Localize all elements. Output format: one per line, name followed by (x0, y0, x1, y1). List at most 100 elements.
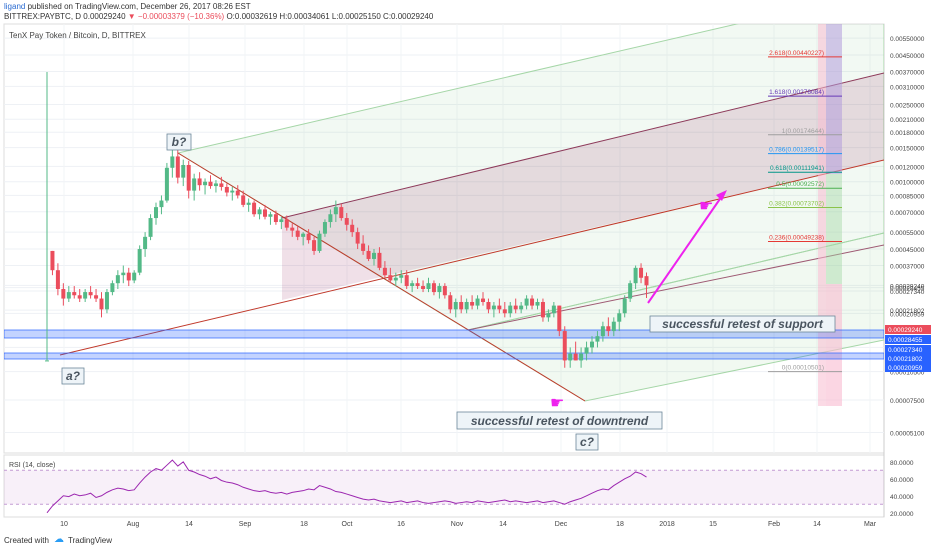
candle[interactable] (470, 295, 475, 310)
candle[interactable] (388, 267, 393, 284)
candle[interactable] (181, 159, 186, 187)
candle[interactable] (317, 230, 322, 253)
candle[interactable] (437, 283, 442, 299)
candle[interactable] (448, 292, 453, 314)
candle[interactable] (361, 235, 366, 255)
candle[interactable] (241, 190, 246, 208)
candle[interactable] (546, 309, 551, 322)
candle[interactable] (137, 245, 142, 276)
candle[interactable] (508, 302, 513, 318)
candle[interactable] (590, 336, 594, 354)
candle[interactable] (404, 270, 409, 290)
candle[interactable] (290, 223, 295, 237)
candle[interactable] (104, 289, 109, 314)
candle[interactable] (235, 185, 240, 199)
candle[interactable] (115, 270, 120, 290)
candle[interactable] (524, 295, 529, 310)
candle[interactable] (61, 283, 66, 306)
candle[interactable] (530, 295, 535, 310)
rsi-pane[interactable] (3, 454, 885, 518)
candle[interactable] (464, 298, 469, 314)
candle[interactable] (393, 272, 398, 287)
candle[interactable] (399, 270, 404, 284)
candle[interactable] (421, 280, 426, 293)
candle[interactable] (617, 309, 622, 332)
time-axis[interactable]: 10 Aug 14 Sep 18 Oct 16 Nov 14 Dec 18 2018 15 Feb 14 Ma… (60, 521, 877, 528)
candle[interactable] (83, 289, 88, 303)
candle[interactable] (562, 326, 567, 368)
candle[interactable] (377, 247, 382, 271)
price-axis[interactable]: 0.00550000 0.00450000 0.00370000 0.00310000… (890, 36, 925, 437)
candle[interactable] (284, 215, 289, 231)
candle[interactable] (579, 347, 584, 368)
candle[interactable] (279, 216, 284, 230)
candle[interactable] (453, 298, 458, 318)
candle[interactable] (573, 341, 578, 361)
candle[interactable] (72, 286, 77, 299)
candle[interactable] (415, 277, 420, 290)
candle[interactable] (213, 180, 218, 193)
candle[interactable] (513, 298, 518, 314)
candle[interactable] (502, 302, 507, 318)
candle[interactable] (257, 207, 262, 220)
chart-canvas[interactable]: 2.618(0.00440227) 1.618(0.00276084) 1(0.00… (0, 0, 932, 530)
author-link[interactable]: ligand (4, 2, 26, 11)
candle[interactable] (551, 302, 556, 318)
candle[interactable] (208, 175, 213, 189)
candle[interactable] (295, 226, 300, 241)
candle[interactable] (426, 277, 431, 293)
candle[interactable] (312, 236, 317, 255)
candle[interactable] (595, 331, 600, 348)
candle[interactable] (622, 295, 627, 318)
candle[interactable] (600, 321, 605, 342)
candle[interactable] (366, 245, 371, 262)
candle[interactable] (355, 227, 360, 250)
candle[interactable] (148, 214, 153, 241)
candle[interactable] (644, 272, 649, 299)
candle[interactable] (192, 173, 197, 201)
candle[interactable] (246, 198, 251, 212)
candle[interactable] (88, 286, 93, 299)
candle[interactable] (382, 261, 387, 278)
tradingview-brand[interactable]: TradingView (68, 536, 113, 545)
candle[interactable] (45, 71, 49, 362)
candle[interactable] (66, 286, 71, 303)
candle[interactable] (431, 280, 436, 296)
candle[interactable] (263, 204, 267, 220)
candle[interactable] (372, 249, 376, 266)
candle[interactable] (230, 186, 235, 201)
candle[interactable] (203, 178, 208, 195)
candle[interactable] (568, 347, 573, 368)
candle[interactable] (497, 298, 502, 314)
candle[interactable] (306, 229, 311, 244)
candle[interactable] (143, 232, 148, 257)
candle[interactable] (301, 232, 306, 246)
candle[interactable] (164, 162, 169, 203)
candle[interactable] (268, 211, 273, 225)
candle[interactable] (606, 317, 611, 337)
candlestick-series[interactable] (45, 71, 649, 368)
candle[interactable] (273, 210, 278, 225)
candle[interactable] (99, 292, 104, 318)
candle[interactable] (252, 200, 257, 217)
candle[interactable] (410, 280, 415, 293)
candle[interactable] (540, 298, 545, 322)
candle[interactable] (344, 213, 349, 231)
candle[interactable] (94, 289, 99, 303)
candle[interactable] (628, 280, 633, 303)
candle[interactable] (328, 209, 333, 228)
candle[interactable] (459, 295, 464, 314)
candle[interactable] (442, 283, 447, 299)
candle[interactable] (175, 147, 180, 184)
candle[interactable] (535, 298, 540, 310)
candle[interactable] (639, 263, 644, 284)
candle[interactable] (557, 305, 562, 337)
candle[interactable] (481, 292, 485, 306)
candle[interactable] (219, 176, 224, 191)
candle[interactable] (55, 263, 60, 296)
candle[interactable] (475, 295, 480, 310)
candle[interactable] (126, 267, 131, 287)
candle[interactable] (584, 341, 589, 361)
candle[interactable] (333, 200, 338, 223)
candle[interactable] (154, 202, 158, 225)
